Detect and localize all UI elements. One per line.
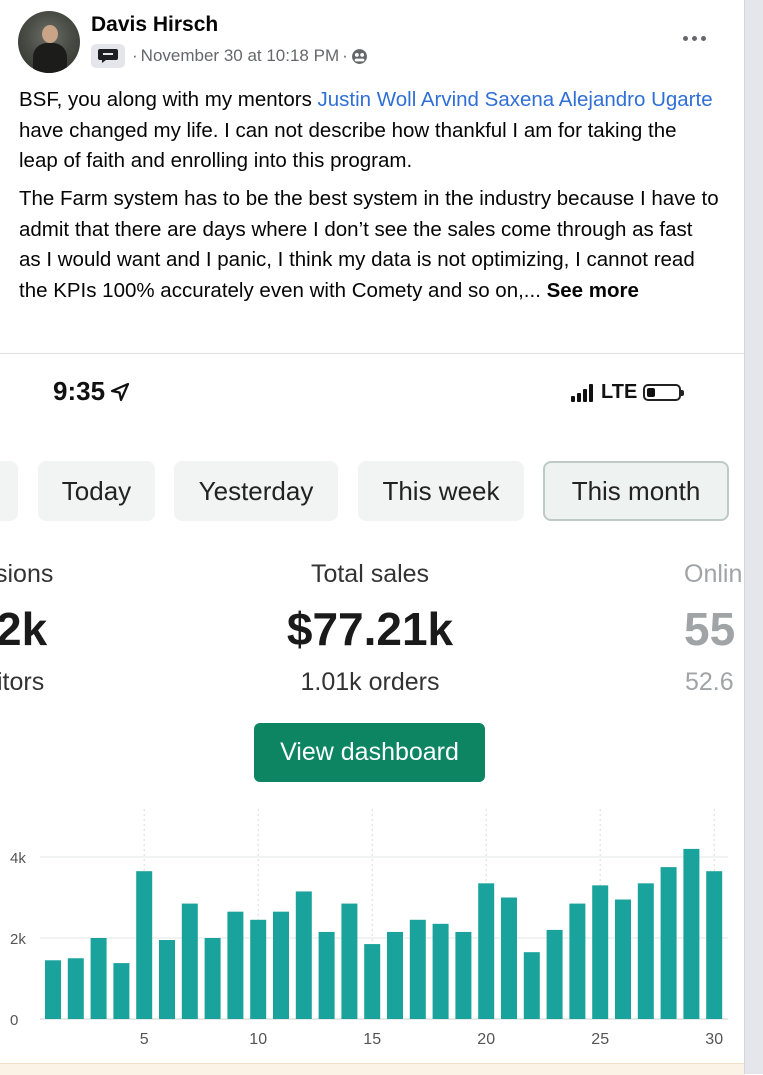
sales-bar-chart: 0 2k 4k 5 10 15 20 25 30 [10, 809, 728, 1048]
post-paragraph-1: BSF, you along with my mentors Justin Wo… [19, 85, 719, 177]
screenshot-bottom-band [0, 1063, 745, 1075]
stat-left-value: 2k [0, 603, 48, 655]
tab-this-month[interactable]: This month [543, 461, 729, 521]
status-time: 9:35 [53, 376, 131, 407]
see-more-link[interactable]: See more [546, 278, 639, 302]
bar-day-15 [364, 944, 381, 1019]
mention-arvind-saxena[interactable]: Arvind Saxena [420, 88, 555, 111]
bar-day-18 [432, 923, 449, 1019]
bar-day-3 [90, 938, 107, 1019]
bar-day-2 [67, 958, 84, 1019]
stat-left-sub: itors [0, 668, 45, 696]
bar-day-22 [523, 952, 540, 1019]
bar-day-16 [387, 931, 403, 1019]
globe-icon[interactable] [351, 48, 368, 65]
post-timestamp[interactable]: November 30 at 10:18 PM [140, 46, 340, 65]
status-time-text: 9:35 [53, 376, 106, 406]
mention-alejandro-ugarte[interactable]: Alejandro Ugarte [558, 88, 713, 111]
bar-day-9 [227, 911, 244, 1019]
status-right: LTE [571, 381, 685, 404]
post-meta: · November 30 at 10:18 PM · [91, 43, 368, 69]
x-tick-label: 20 [477, 1031, 495, 1048]
meta-separator-2: · [342, 46, 348, 65]
right-scroll-gutter [744, 0, 763, 1074]
tab-today[interactable]: Today [38, 461, 155, 521]
stat-left-label: sions [0, 560, 54, 588]
bar-day-28 [660, 867, 677, 1019]
paragraph-text-2: The Farm system has to be the best syste… [19, 187, 719, 302]
battery-icon [643, 384, 685, 401]
bar-day-1 [45, 960, 61, 1019]
x-tick-label: 10 [249, 1031, 267, 1048]
group-chat-icon[interactable] [91, 44, 125, 68]
bar-day-7 [181, 903, 198, 1019]
stat-total-sales-value: $77.21k [286, 603, 454, 655]
more-options-button[interactable] [678, 26, 710, 50]
bar-day-25 [592, 885, 609, 1019]
bar-day-27 [637, 883, 654, 1019]
bar-day-5 [136, 871, 153, 1019]
location-arrow-icon [110, 382, 130, 401]
mention-justin-woll[interactable]: Justin Woll [317, 88, 417, 111]
stat-total-sales-label: Total sales [310, 560, 430, 588]
y-tick-label: 4k [10, 850, 26, 867]
stat-orders: 1.01k orders [300, 668, 440, 696]
stat-right-label: Onlin [684, 560, 743, 588]
meta-separator: · [132, 46, 138, 65]
bar-day-20 [478, 883, 495, 1019]
bar-day-26 [615, 899, 631, 1019]
bar-day-29 [683, 848, 700, 1019]
bar-day-17 [409, 919, 426, 1019]
tab-yesterday[interactable]: Yesterday [174, 461, 338, 521]
x-tick-label: 5 [140, 1031, 149, 1048]
bar-day-6 [159, 940, 175, 1019]
bar-day-8 [204, 938, 221, 1019]
post-paragraph-2: The Farm system has to be the best syste… [19, 184, 719, 306]
paragraph-text-post: have changed my life. I can not describe… [19, 118, 677, 173]
y-tick-label: 2k [10, 931, 26, 948]
x-tick-label: 15 [363, 1031, 381, 1048]
bar-day-12 [295, 891, 312, 1019]
y-tick-label: 0 [10, 1012, 18, 1029]
view-dashboard-button[interactable]: View dashboard [254, 723, 485, 782]
author-name[interactable]: Davis Hirsch [91, 13, 219, 36]
bar-day-23 [546, 929, 563, 1019]
paragraph-text: BSF, you along with my mentors [19, 88, 318, 111]
more-dots-icon [682, 35, 688, 41]
network-type: LTE [601, 381, 638, 403]
bar-day-30 [706, 871, 723, 1019]
bar-day-4 [113, 963, 130, 1019]
bar-day-14 [341, 903, 358, 1019]
signal-bars-icon [571, 383, 595, 402]
bar-day-21 [501, 897, 517, 1019]
bar-day-13 [318, 931, 335, 1019]
stat-right-value: 55 [684, 603, 736, 655]
x-tick-label: 25 [591, 1031, 609, 1048]
tab-this-week[interactable]: This week [358, 461, 524, 521]
avatar[interactable] [18, 11, 80, 73]
stat-right-sub: 52.6 [685, 668, 734, 696]
attached-screenshot[interactable]: 9:35 LTE Today Yesterday This week This … [0, 353, 745, 1075]
bar-day-10 [250, 919, 267, 1019]
bar-day-24 [569, 903, 586, 1019]
bar-day-11 [273, 911, 289, 1019]
x-tick-label: 30 [705, 1031, 723, 1048]
bar-day-19 [455, 931, 472, 1019]
facebook-post: Davis Hirsch · November 30 at 10:18 PM ·… [0, 11, 745, 1075]
tab-hidden-left[interactable] [0, 461, 18, 521]
